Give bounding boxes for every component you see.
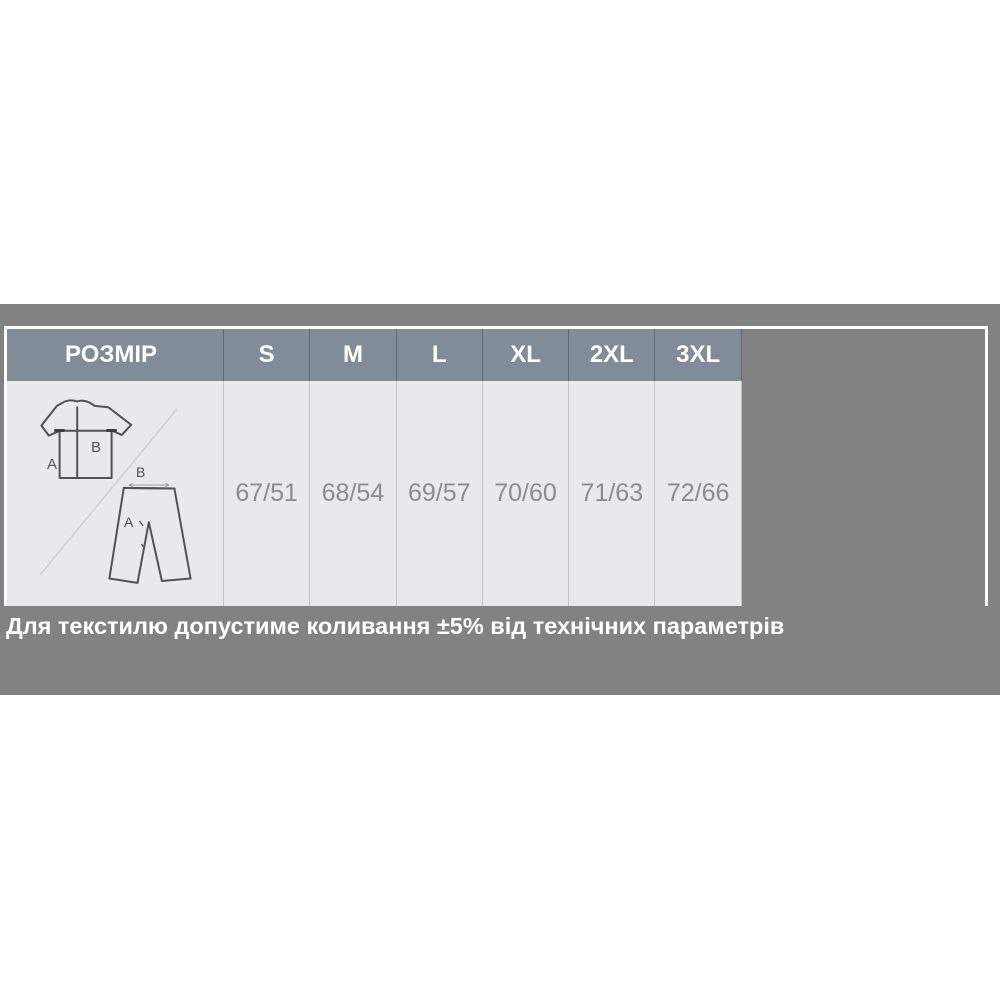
- svg-text:B: B: [91, 439, 101, 456]
- svg-text:B: B: [136, 464, 145, 480]
- svg-text:A: A: [47, 456, 57, 473]
- svg-text:A: A: [124, 514, 134, 530]
